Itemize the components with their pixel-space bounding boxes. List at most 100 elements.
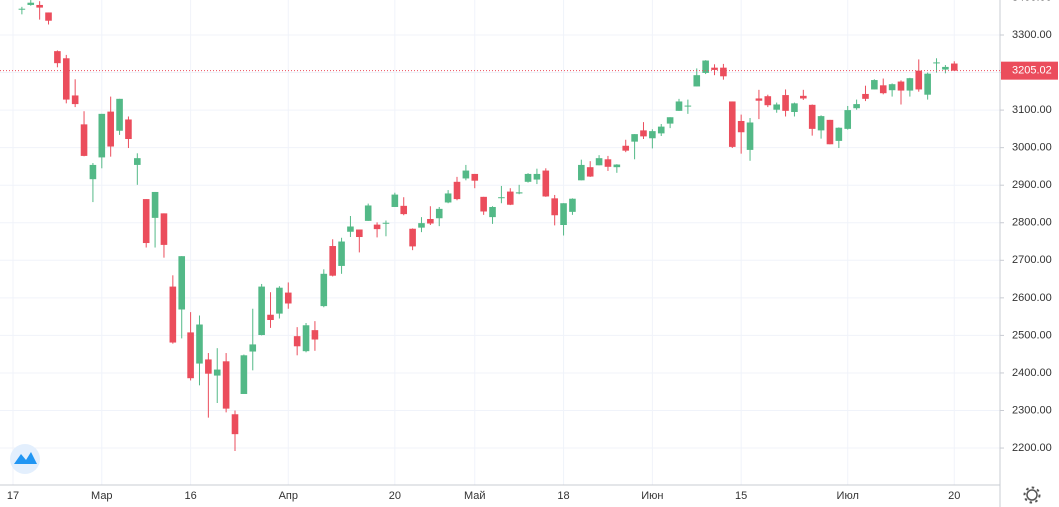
candle-body bbox=[302, 325, 310, 352]
candle-body bbox=[160, 213, 168, 245]
candle-body bbox=[418, 223, 425, 228]
candle-body bbox=[187, 332, 194, 379]
candle-body bbox=[142, 199, 150, 244]
candle-body bbox=[871, 80, 878, 90]
candle-body bbox=[427, 218, 434, 224]
candle-body bbox=[116, 98, 123, 131]
last-price-box bbox=[1001, 61, 1058, 80]
candle-body bbox=[800, 95, 807, 99]
candle-body bbox=[524, 173, 532, 182]
candle-body bbox=[240, 355, 248, 394]
candle-body bbox=[320, 273, 328, 307]
x-tick-label: 20 bbox=[389, 490, 401, 502]
candle-body bbox=[409, 228, 416, 247]
candle-body bbox=[817, 116, 825, 131]
x-tick-label: Июн bbox=[641, 490, 663, 502]
candle-body bbox=[222, 361, 230, 409]
logo[interactable] bbox=[10, 444, 40, 474]
y-tick-label: 3000.00 bbox=[1012, 142, 1052, 154]
candle-body bbox=[329, 246, 336, 276]
candles bbox=[18, 0, 958, 452]
x-tick-label: Апр bbox=[279, 490, 298, 502]
candle-body bbox=[382, 222, 390, 224]
x-tick-label: 18 bbox=[557, 490, 569, 502]
candle-body bbox=[284, 292, 292, 304]
candle-body bbox=[542, 170, 550, 197]
candle-body bbox=[444, 193, 452, 203]
candle-body bbox=[764, 96, 772, 106]
candle-body bbox=[675, 101, 683, 111]
candle-body bbox=[879, 85, 887, 94]
candle-body bbox=[347, 226, 354, 232]
x-tick-label: Мар bbox=[91, 490, 113, 502]
settings-button[interactable] bbox=[1023, 486, 1041, 504]
candle-body bbox=[737, 120, 745, 133]
candle-body bbox=[169, 286, 177, 343]
y-tick-label: 2600.00 bbox=[1012, 292, 1052, 304]
x-tick-label: 17 bbox=[7, 490, 19, 502]
candle-body bbox=[178, 256, 186, 310]
candle-body bbox=[462, 170, 470, 179]
last-price-label: 3205.02 bbox=[1012, 65, 1052, 77]
candle-body bbox=[711, 67, 718, 70]
candle-body bbox=[586, 167, 594, 177]
candle-body bbox=[657, 126, 665, 134]
candle-body bbox=[702, 60, 709, 73]
candle-body bbox=[471, 173, 479, 181]
candle-body bbox=[684, 105, 692, 107]
candle-body bbox=[808, 104, 816, 129]
y-tick-label: 2900.00 bbox=[1012, 179, 1052, 191]
candle-body bbox=[888, 84, 896, 91]
x-tick-label: Июл bbox=[837, 490, 859, 502]
y-tick-label: 3100.00 bbox=[1012, 104, 1052, 116]
x-tick-label: 15 bbox=[735, 490, 747, 502]
y-tick-label: 2800.00 bbox=[1012, 217, 1052, 229]
candle-body bbox=[373, 224, 381, 230]
candle-body bbox=[897, 81, 905, 91]
candle-body bbox=[196, 324, 203, 364]
candle-body bbox=[604, 159, 612, 167]
candle-body bbox=[942, 66, 949, 70]
candle-body bbox=[311, 330, 319, 340]
candle-body bbox=[853, 104, 860, 109]
candle-body bbox=[613, 164, 621, 168]
candle-body bbox=[933, 62, 940, 64]
candle-body bbox=[844, 110, 852, 129]
candle-body bbox=[364, 205, 372, 221]
candle-body bbox=[533, 173, 541, 180]
candle-body bbox=[640, 130, 647, 137]
candle-body bbox=[578, 164, 585, 181]
candle-body bbox=[27, 2, 35, 5]
candle-body bbox=[498, 197, 505, 199]
candle-body bbox=[45, 12, 52, 21]
x-tick-label: 16 bbox=[184, 490, 196, 502]
y-tick-label: 3300.00 bbox=[1012, 29, 1052, 41]
candle-body bbox=[400, 205, 408, 215]
candle-body bbox=[489, 206, 496, 218]
candle-body bbox=[862, 93, 869, 99]
candle-body bbox=[506, 191, 514, 205]
candle-body bbox=[622, 145, 630, 151]
candle-body bbox=[746, 122, 754, 150]
candle-body bbox=[480, 196, 487, 212]
candle-body bbox=[435, 208, 443, 219]
y-tick-label: 2300.00 bbox=[1012, 404, 1052, 416]
candle-body bbox=[18, 8, 26, 10]
candle-body bbox=[755, 98, 763, 101]
candle-body bbox=[276, 287, 283, 314]
candle-body bbox=[720, 67, 727, 77]
candle-body bbox=[213, 369, 221, 376]
candle-body bbox=[453, 181, 461, 200]
candle-body bbox=[791, 103, 798, 112]
candle-body bbox=[906, 78, 914, 91]
x-tick-label: Май bbox=[464, 490, 486, 502]
candle-body bbox=[693, 75, 701, 87]
candle-body bbox=[231, 414, 239, 435]
y-tick-label: 2400.00 bbox=[1012, 367, 1052, 379]
candle-body bbox=[89, 164, 97, 180]
candle-body bbox=[391, 194, 399, 207]
candle-body bbox=[205, 359, 212, 374]
candle-body bbox=[631, 134, 638, 142]
candle-body bbox=[835, 127, 843, 141]
